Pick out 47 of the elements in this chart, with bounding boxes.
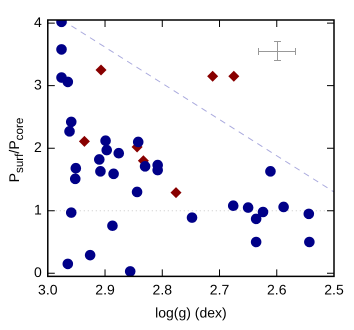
point [62,258,74,270]
point [70,162,82,174]
point [101,144,112,156]
x-tick-label: 3.0 [38,282,58,298]
point [132,186,142,198]
point [64,126,75,137]
point [228,200,239,212]
point [186,212,198,223]
point [258,206,268,218]
point [96,64,106,76]
point [140,161,150,172]
point [95,166,106,177]
point [170,187,182,198]
point [124,266,136,276]
point [278,202,289,212]
point [84,250,96,260]
point [132,136,144,148]
point [56,44,67,55]
point [250,236,262,248]
point [250,214,262,224]
point [94,154,105,165]
y-tick-label: 0 [34,264,42,280]
point [108,168,119,180]
point [242,202,254,213]
x-tick-label: 2.5 [324,282,344,298]
y-tick-label: 3 [34,76,42,93]
x-axis-title: log(g) (dex) [155,304,227,320]
point [228,70,240,82]
y-tick-label: 2 [34,139,42,156]
point [79,136,90,147]
point [66,207,77,218]
point [207,70,218,82]
point [70,174,81,184]
y-tick-label: 4 [34,14,42,30]
x-tick-label: 2.9 [95,282,115,298]
point [265,166,276,177]
point [304,208,314,220]
x-tick-label: 2.8 [152,282,172,298]
y-tick-label: 1 [34,202,42,218]
point [113,148,124,159]
x-tick-label: 2.6 [267,282,287,298]
point [107,220,118,232]
x-tick-label: 2.7 [210,282,230,298]
point [66,116,77,128]
point [62,76,74,88]
point [100,135,111,146]
point [304,236,315,248]
